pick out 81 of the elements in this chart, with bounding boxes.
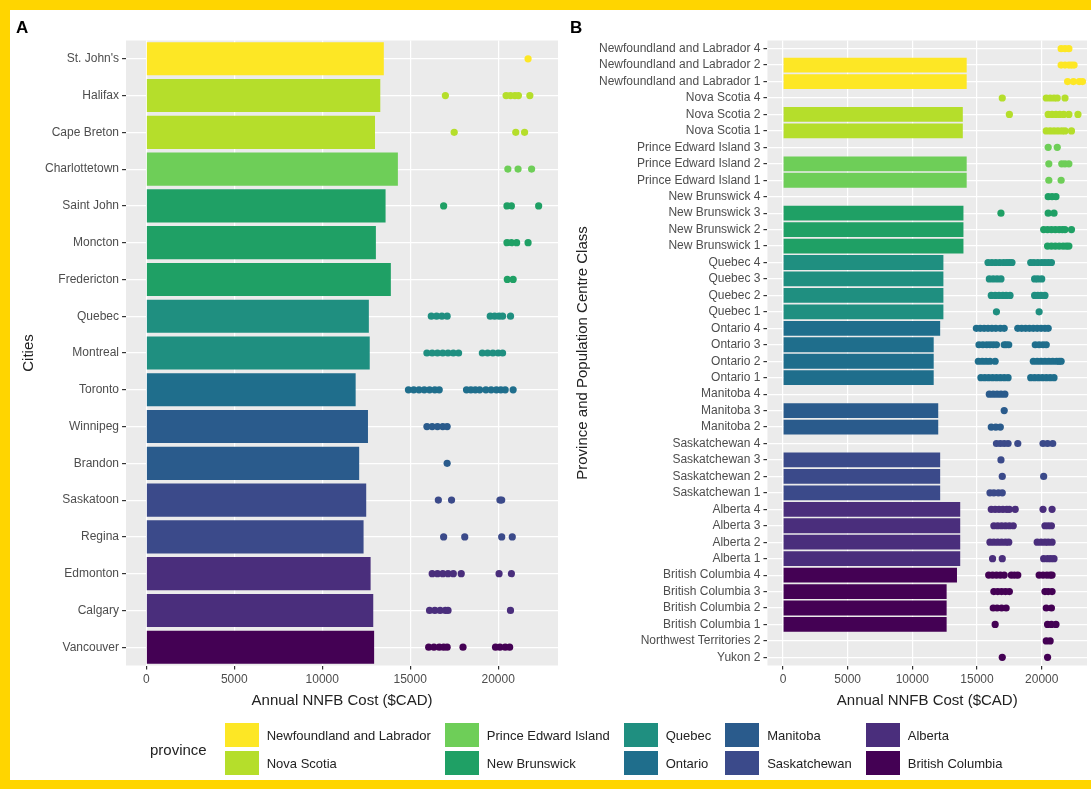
y-tick-label: Newfoundland and Labrador 4: [598, 40, 761, 55]
y-tick-label: Northwest Territories 2: [640, 633, 761, 648]
y-tick-label: Alberta 3: [712, 518, 761, 533]
legend-label: Alberta: [907, 727, 949, 743]
x-tick-label: 10000: [895, 672, 930, 687]
y-tick-label: Nova Scotia 1: [685, 123, 761, 138]
x-tick-label: 0: [779, 672, 787, 687]
legend-label: Ontario: [665, 755, 709, 771]
y-tick-label: Ontario 4: [711, 320, 761, 335]
y-tick-label: British Columbia 1: [663, 616, 761, 631]
y-tick-label: Vancouver: [62, 639, 120, 654]
y-tick-label: Manitoba 3: [701, 402, 761, 417]
legend-label: Prince Edward Island: [486, 727, 610, 743]
chart-title: A: [16, 17, 29, 37]
y-tick-label: Manitoba 4: [701, 386, 761, 401]
y-tick-label: Toronto: [79, 382, 120, 397]
y-tick-label: Saskatoon: [62, 492, 120, 507]
y-tick-label: New Brunswick 1: [668, 238, 761, 253]
y-tick-label: Newfoundland and Labrador 1: [598, 73, 761, 88]
y-tick-label: Newfoundland and Labrador 2: [598, 57, 761, 72]
x-tick-label: 20000: [481, 672, 516, 687]
y-axis-title: Cities: [19, 334, 37, 372]
y-tick-label: British Columbia 4: [663, 567, 761, 582]
x-tick-label: 5000: [834, 672, 862, 687]
y-tick-label: Prince Edward Island 1: [637, 172, 761, 187]
y-tick-label: Saint John: [62, 198, 120, 213]
y-tick-label: Charlottetown: [44, 161, 120, 176]
y-tick-label: Quebec: [77, 308, 120, 323]
x-tick-label: 10000: [305, 672, 340, 687]
y-tick-label: Cape Breton: [51, 124, 120, 139]
y-tick-label: Winnipeg: [69, 418, 120, 433]
legend-title: province: [150, 740, 207, 758]
y-tick-label: Edmonton: [64, 565, 120, 580]
y-tick-label: Yukon 2: [717, 649, 761, 664]
x-tick-label: 0: [142, 672, 150, 687]
y-tick-label: Quebec 3: [708, 271, 761, 286]
y-tick-label: Ontario 2: [711, 353, 761, 368]
y-tick-label: Nova Scotia 2: [685, 106, 761, 121]
y-tick-label: Quebec 4: [708, 254, 761, 269]
y-tick-label: New Brunswick 4: [668, 189, 761, 204]
legend-label: British Columbia: [907, 755, 1003, 771]
y-tick-label: British Columbia 3: [663, 583, 761, 598]
y-tick-label: Saskatchewan 4: [672, 435, 761, 450]
y-tick-label: Moncton: [73, 234, 120, 249]
y-tick-label: Alberta 2: [712, 534, 761, 549]
x-tick-label: 15000: [960, 672, 995, 687]
y-tick-label: Ontario 3: [711, 337, 761, 352]
x-tick-label: 15000: [393, 672, 428, 687]
y-tick-label: Quebec 2: [708, 287, 761, 302]
legend-label: Manitoba: [767, 727, 821, 743]
y-tick-label: New Brunswick 3: [668, 205, 761, 220]
y-tick-label: Montreal: [72, 345, 120, 360]
y-tick-label: British Columbia 2: [663, 600, 761, 615]
legend-label: New Brunswick: [486, 755, 576, 771]
y-tick-label: Prince Edward Island 2: [637, 156, 761, 171]
x-axis-title: Annual NNFB Cost ($CAD): [836, 691, 1018, 709]
y-axis-title: Province and Population Centre Class: [573, 226, 591, 480]
legend-label: Newfoundland and Labrador: [266, 727, 431, 743]
y-tick-label: Saskatchewan 2: [672, 468, 761, 483]
y-tick-label: Saskatchewan 1: [672, 485, 761, 500]
y-tick-label: Brandon: [73, 455, 120, 470]
y-tick-label: Regina: [81, 529, 120, 544]
y-tick-label: Calgary: [77, 602, 120, 617]
y-tick-label: Alberta 4: [712, 501, 761, 516]
legend-label: Nova Scotia: [266, 755, 337, 771]
x-axis-title: Annual NNFB Cost ($CAD): [251, 691, 433, 709]
y-tick-label: Fredericton: [58, 271, 120, 286]
y-tick-label: St. John's: [66, 51, 120, 66]
y-tick-label: Alberta 1: [712, 550, 761, 565]
x-tick-label: 5000: [220, 672, 248, 687]
y-tick-label: Manitoba 2: [701, 419, 761, 434]
y-tick-label: Halifax: [82, 87, 120, 102]
y-tick-label: Saskatchewan 3: [672, 452, 761, 467]
x-tick-label: 20000: [1025, 672, 1059, 687]
y-tick-label: New Brunswick 2: [668, 221, 761, 236]
legend-label: Saskatchewan: [767, 755, 852, 771]
y-tick-label: Ontario 1: [711, 369, 761, 384]
y-tick-label: Prince Edward Island 3: [637, 139, 761, 154]
y-tick-label: Nova Scotia 4: [685, 90, 761, 105]
y-tick-label: Quebec 1: [708, 304, 761, 319]
text: B: [570, 17, 583, 37]
